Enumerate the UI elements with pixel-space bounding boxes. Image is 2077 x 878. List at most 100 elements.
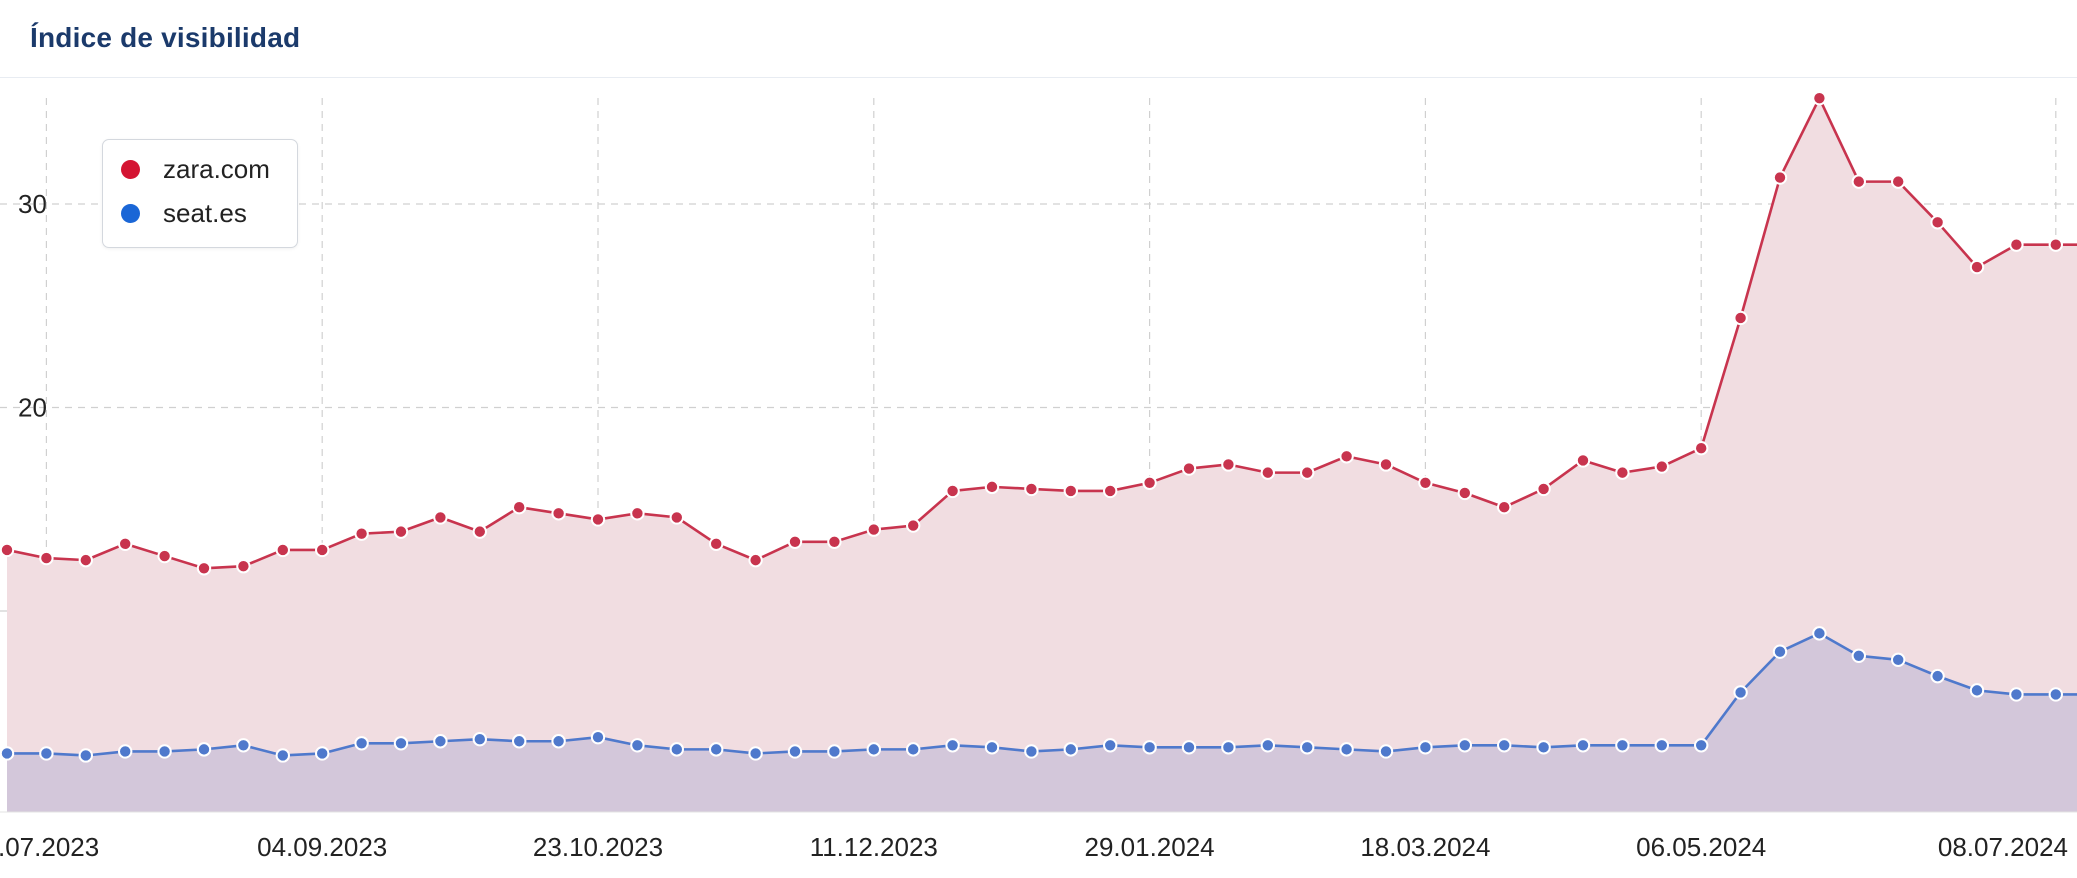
data-point-zara-14 [551, 506, 566, 521]
data-point-seat-2 [78, 748, 94, 763]
data-point-seat-45 [1772, 644, 1788, 659]
y-tick-label-30: 30 [18, 189, 47, 219]
data-point-seat-27 [1063, 742, 1079, 757]
x-tick-label-4: 29.01.2024 [1085, 832, 1215, 862]
card-header: Índice de visibilidad [0, 0, 2077, 78]
data-point-seat-46 [1812, 626, 1827, 641]
x-tick-label-0: .07.2023 [0, 832, 99, 862]
data-point-zara-52 [2048, 237, 2064, 252]
data-point-zara-28 [1103, 483, 1118, 499]
data-point-zara-37 [1457, 485, 1473, 501]
data-point-zara-48 [1891, 174, 1906, 189]
data-point-seat-16 [630, 738, 645, 753]
legend-dot-zara [121, 159, 140, 179]
data-point-seat-34 [1339, 742, 1354, 757]
data-point-zara-19 [748, 552, 763, 568]
data-point-zara-22 [866, 522, 881, 537]
data-point-zara-7 [275, 542, 290, 558]
data-point-zara-10 [393, 524, 409, 539]
data-point-zara-39 [1536, 481, 1551, 497]
data-point-zara-26 [1024, 481, 1039, 497]
data-point-zara-9 [354, 526, 369, 541]
area-seat [7, 633, 2077, 812]
data-point-seat-9 [354, 736, 369, 751]
x-tick-label-3: 11.12.2023 [810, 832, 938, 862]
data-point-seat-11 [433, 734, 448, 749]
data-point-seat-8 [315, 746, 330, 761]
data-point-zara-15 [590, 512, 606, 527]
data-point-seat-19 [748, 746, 763, 761]
data-point-zara-6 [236, 559, 251, 574]
legend-item-zara[interactable]: zara.com [121, 153, 270, 185]
data-point-zara-16 [630, 506, 645, 521]
data-point-zara-13 [512, 500, 527, 515]
data-point-seat-48 [1891, 652, 1906, 668]
data-point-zara-46 [1812, 90, 1827, 106]
data-point-zara-49 [1930, 215, 1945, 230]
data-point-zara-0 [0, 542, 15, 558]
data-point-zara-21 [827, 534, 842, 550]
data-point-seat-44 [1733, 685, 1748, 700]
data-point-zara-45 [1772, 170, 1788, 185]
data-point-seat-43 [1694, 738, 1709, 753]
data-point-zara-44 [1733, 310, 1748, 326]
data-point-zara-35 [1378, 457, 1394, 472]
data-point-zara-33 [1300, 465, 1315, 480]
data-point-seat-36 [1418, 740, 1433, 755]
data-point-zara-29 [1142, 475, 1157, 490]
data-point-seat-42 [1654, 738, 1670, 753]
x-tick-label-1: 04.09.2023 [257, 832, 387, 862]
chart-legend: zara.com seat.es [102, 139, 298, 248]
data-point-seat-28 [1103, 738, 1118, 753]
data-point-seat-31 [1221, 740, 1236, 755]
data-point-seat-33 [1300, 740, 1315, 755]
data-point-zara-36 [1418, 475, 1433, 490]
data-point-seat-14 [551, 734, 566, 749]
data-point-seat-7 [275, 748, 290, 763]
data-point-seat-29 [1142, 740, 1157, 755]
data-point-zara-8 [315, 542, 330, 558]
data-point-zara-25 [984, 479, 1000, 495]
data-point-zara-12 [472, 524, 487, 539]
y-tick-label-20: 20 [18, 393, 47, 423]
data-point-zara-41 [1615, 465, 1630, 480]
data-point-zara-38 [1497, 500, 1512, 515]
data-point-zara-40 [1575, 453, 1591, 468]
data-point-seat-47 [1851, 648, 1867, 663]
data-point-seat-52 [2048, 687, 2064, 702]
data-point-seat-41 [1615, 738, 1630, 753]
legend-label-seat: seat.es [163, 197, 247, 228]
data-point-seat-10 [393, 736, 409, 751]
x-tick-label-5: 18.03.2024 [1360, 832, 1490, 862]
data-point-zara-1 [39, 550, 54, 566]
data-point-seat-12 [472, 732, 487, 747]
legend-label-zara: zara.com [163, 153, 270, 184]
data-point-zara-2 [78, 552, 94, 568]
data-point-seat-40 [1575, 738, 1591, 753]
data-point-zara-32 [1260, 465, 1276, 480]
data-point-seat-30 [1181, 740, 1197, 755]
data-point-zara-5 [196, 561, 212, 576]
data-point-seat-51 [2009, 687, 2024, 702]
data-point-zara-31 [1221, 457, 1236, 472]
data-point-zara-3 [118, 536, 133, 552]
x-tick-label-2: 23.10.2023 [533, 832, 663, 862]
data-point-seat-50 [1969, 683, 1985, 698]
data-point-zara-47 [1851, 174, 1867, 189]
data-point-zara-50 [1969, 259, 1985, 275]
data-point-zara-24 [945, 483, 960, 499]
data-point-seat-23 [906, 742, 921, 757]
legend-item-seat[interactable]: seat.es [121, 197, 247, 229]
data-point-seat-5 [196, 742, 212, 757]
data-point-zara-27 [1063, 483, 1079, 499]
chart-title: Índice de visibilidad [30, 22, 301, 53]
data-point-seat-15 [590, 729, 606, 745]
data-point-seat-35 [1378, 744, 1394, 759]
data-point-seat-13 [512, 734, 527, 749]
area-zara [7, 98, 2077, 812]
data-point-seat-39 [1536, 740, 1551, 755]
data-point-seat-0 [0, 746, 15, 761]
data-point-zara-11 [433, 510, 448, 525]
